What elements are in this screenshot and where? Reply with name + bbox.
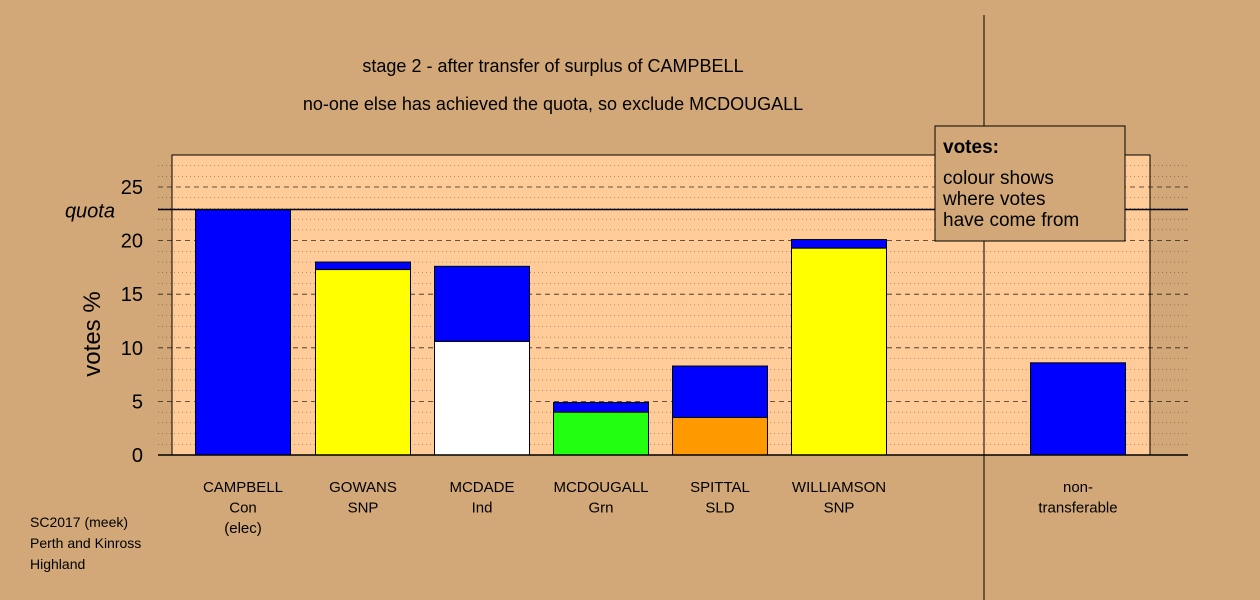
category-name: GOWANS bbox=[329, 479, 397, 496]
y-tick-label: 15 bbox=[121, 284, 143, 306]
y-tick-label: 0 bbox=[132, 445, 143, 467]
bars bbox=[195, 209, 1126, 456]
bar-segment bbox=[553, 401, 649, 413]
bar-segment bbox=[434, 340, 530, 456]
category-name: SPITTAL bbox=[690, 479, 750, 496]
category-name: MCDOUGALL bbox=[553, 479, 648, 496]
chart-subtitle: no-one else has achieved the quota, so e… bbox=[303, 94, 803, 114]
bar-williamson bbox=[791, 239, 887, 456]
legend-line-3: have come from bbox=[943, 210, 1079, 231]
category-party: SLD bbox=[705, 500, 734, 517]
footer-line-3: Highland bbox=[30, 556, 85, 572]
category-name: WILLIAMSON bbox=[792, 479, 886, 496]
bar-segment bbox=[434, 265, 530, 342]
legend-box bbox=[934, 125, 1126, 242]
bar-segment bbox=[315, 261, 411, 271]
bar-segment bbox=[791, 247, 887, 456]
category-party: transferable bbox=[1038, 500, 1117, 517]
bar-segment bbox=[791, 239, 887, 249]
bar-gowans bbox=[315, 261, 411, 456]
category-name: CAMPBELL bbox=[203, 479, 283, 496]
bar-segment bbox=[672, 365, 768, 418]
x-category-labels: CAMPBELL Con (elec) GOWANS SNP MCDADE Ind MCDOU… bbox=[203, 479, 1118, 537]
y-tick-label: 10 bbox=[121, 338, 143, 360]
legend-line-2: where votes bbox=[942, 189, 1045, 210]
category-party: SNP bbox=[824, 500, 855, 517]
bar-segment bbox=[315, 269, 411, 456]
bar-segment bbox=[553, 411, 649, 456]
bar-segment bbox=[195, 209, 291, 456]
category-name: MCDADE bbox=[449, 479, 514, 496]
y-axis-label: votes % bbox=[79, 291, 106, 376]
y-tick-label: 5 bbox=[132, 391, 143, 413]
legend-title: votes: bbox=[943, 137, 999, 158]
y-tick-label: 20 bbox=[121, 231, 143, 253]
bar-non- bbox=[1030, 362, 1126, 456]
bar-mcdade bbox=[434, 265, 530, 456]
category-name: non- bbox=[1063, 479, 1093, 496]
chart-title: stage 2 - after transfer of surplus of C… bbox=[362, 56, 743, 76]
legend: votes: colour shows where votes have com… bbox=[934, 125, 1126, 242]
category-party: Ind bbox=[472, 500, 493, 517]
category-party: SNP bbox=[348, 500, 379, 517]
bar-campbell bbox=[195, 209, 291, 456]
bar-mcdougall bbox=[553, 401, 649, 456]
quota-label: quota bbox=[65, 201, 115, 223]
category-party: Grn bbox=[588, 500, 613, 517]
y-tick-label: 25 bbox=[121, 177, 143, 199]
footer-info: SC2017 (meek) Perth and Kinross Highland bbox=[30, 514, 141, 572]
category-note: (elec) bbox=[224, 520, 262, 537]
footer-line-2: Perth and Kinross bbox=[30, 535, 141, 551]
footer-line-1: SC2017 (meek) bbox=[30, 514, 128, 530]
legend-line-1: colour shows bbox=[943, 168, 1054, 189]
y-tick-labels: 0 5 10 15 20 25 quota bbox=[65, 177, 143, 467]
category-party: Con bbox=[229, 500, 257, 517]
bar-segment bbox=[672, 416, 768, 456]
bar-segment bbox=[1030, 362, 1126, 456]
bar-spittal bbox=[672, 365, 768, 456]
